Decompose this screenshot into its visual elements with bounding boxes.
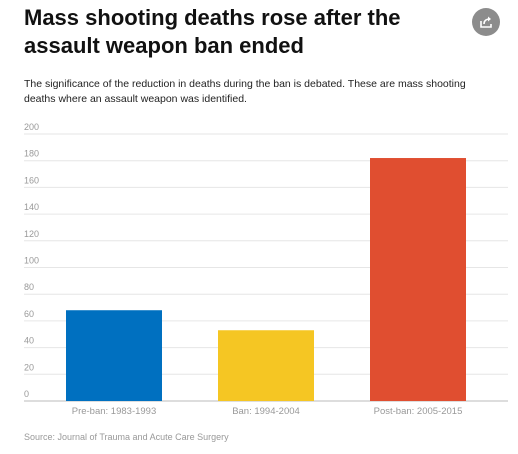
y-tick-label: 160 [24,175,39,185]
y-tick-label: 120 [24,229,39,239]
bar [66,310,162,401]
bars [66,158,466,401]
y-tick-label: 20 [24,362,34,372]
y-tick-label: 0 [24,389,29,399]
bar [218,330,314,401]
x-axis-tick-labels: Pre-ban: 1983-1993 Ban: 1994-2004 Post-ban… [72,406,463,417]
bar-chart: 0 20 40 60 80 100 120 140 160 180 200 Pre-ban: 198… [24,122,508,417]
y-axis-tick-labels: 0 20 40 60 80 100 120 140 160 180 200 [24,122,39,399]
share-icon [480,16,492,28]
chart-subtitle: The significance of the reduction in dea… [24,78,466,105]
y-tick-label: 100 [24,256,39,266]
y-tick-label: 60 [24,309,34,319]
share-button[interactable] [472,8,500,36]
y-tick-label: 140 [24,202,39,212]
y-tick-label: 200 [24,122,39,132]
x-tick-label: Post-ban: 2005-2015 [374,406,463,417]
x-tick-label: Pre-ban: 1983-1993 [72,406,157,417]
y-tick-label: 80 [24,282,34,292]
y-tick-label: 40 [24,336,34,346]
bar [370,158,466,401]
x-tick-label: Ban: 1994-2004 [232,406,300,417]
source-note: Source: Journal of Trauma and Acute Care… [24,432,229,442]
chart-title: Mass shooting deaths rose after the assa… [24,5,401,58]
y-tick-label: 180 [24,149,39,159]
